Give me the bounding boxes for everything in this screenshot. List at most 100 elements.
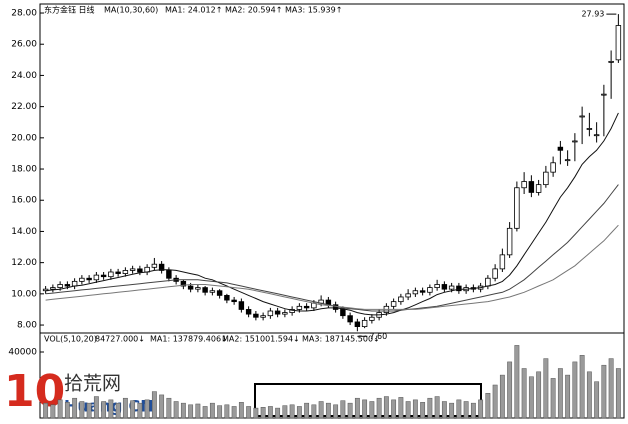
- candle-body: [151, 263, 158, 268]
- candle-body: [398, 296, 404, 303]
- candle-body: [253, 313, 259, 318]
- candle-body: [195, 287, 201, 290]
- volume-bar: [557, 368, 563, 419]
- candle-body: [412, 290, 419, 295]
- chart-title: 东方金钰 日线: [44, 5, 95, 15]
- volume-bar: [246, 406, 252, 419]
- volume-bar: [615, 368, 621, 419]
- volume-bar: [173, 401, 179, 419]
- candle-body: [514, 187, 520, 229]
- candle-body: [427, 287, 433, 293]
- ma-line: [45, 224, 619, 310]
- candle-body: [224, 295, 230, 301]
- candle-body: [260, 315, 266, 318]
- volume-bar: [601, 364, 607, 419]
- volume-bar: [412, 399, 418, 419]
- candle-body: [50, 287, 56, 290]
- candle-body: [564, 159, 571, 162]
- volume-bar: [405, 401, 411, 419]
- volume-bar: [391, 399, 397, 419]
- volume-bar: [57, 399, 63, 419]
- volume-bar: [188, 404, 194, 419]
- volume-bar: [122, 397, 128, 419]
- ma-line: [45, 112, 619, 316]
- volume-bar: [238, 402, 244, 419]
- candle-body: [216, 290, 223, 296]
- volume-bar: [456, 399, 462, 419]
- candle-body: [71, 280, 78, 287]
- candle-body: [274, 310, 281, 315]
- volume-bar: [579, 355, 585, 419]
- candle-body: [485, 277, 491, 287]
- volume-bar: [325, 402, 331, 419]
- candle-body: [231, 299, 237, 303]
- legend-label: MA2: 20.594↑: [225, 6, 282, 15]
- volume-bar: [434, 396, 440, 419]
- legend-label: MA1: 24.012↑: [165, 6, 222, 15]
- volume-bar: [499, 374, 505, 419]
- y-tick-label: 14.00: [11, 227, 37, 237]
- candle-body: [86, 277, 92, 281]
- candle-body: [419, 290, 426, 293]
- volume-bar: [72, 397, 78, 419]
- candle-body: [601, 93, 607, 96]
- volume-bar: [420, 402, 426, 419]
- volume-bar: [586, 371, 592, 419]
- y-tick-label: 24.00: [11, 71, 37, 81]
- candle-body: [572, 140, 578, 143]
- candle-body: [550, 162, 556, 173]
- volume-bar: [565, 374, 571, 419]
- volume-bar: [362, 399, 368, 419]
- candle-body: [579, 115, 585, 118]
- candle-body: [499, 254, 506, 270]
- volume-bar: [427, 397, 433, 419]
- candle-body: [593, 134, 600, 137]
- candle-body: [245, 309, 252, 315]
- candle-body: [615, 25, 622, 61]
- volume-bar: [536, 371, 542, 419]
- volume-title: VOL(5,10,20): [44, 335, 97, 344]
- candle-body: [267, 310, 274, 317]
- volume-bar: [166, 397, 172, 419]
- candle-body: [93, 274, 100, 281]
- volume-bar: [492, 384, 498, 419]
- frame: [39, 3, 625, 419]
- volume-bar: [550, 378, 556, 419]
- watermark-name: 拾荒网: [64, 373, 121, 395]
- candle-body: [521, 181, 527, 189]
- ma-line: [45, 184, 619, 312]
- volume-bar: [209, 402, 215, 419]
- y-tick-label: 12.00: [11, 258, 37, 268]
- candle-body: [79, 277, 85, 282]
- volume-bar: [253, 407, 259, 419]
- watermark-logo: 10: [4, 366, 65, 417]
- candle-body: [57, 284, 63, 289]
- candle-body: [129, 268, 136, 271]
- volume-bar: [347, 402, 353, 419]
- volume-bar: [151, 391, 157, 419]
- legend-label: MA2: 151001.594↓: [222, 335, 300, 344]
- volume-bar: [260, 407, 266, 419]
- volume-bar: [195, 403, 201, 419]
- legend-label: MA3: 187145.500↓: [302, 335, 380, 344]
- candle-body: [405, 293, 411, 298]
- y-tick-label: 10.00: [11, 289, 37, 299]
- volume-bar: [340, 400, 346, 419]
- y-tick-label: 40000: [8, 347, 37, 357]
- candle-body: [535, 184, 542, 193]
- legend-label: 84727.000↓: [95, 335, 145, 344]
- candle-body: [586, 128, 593, 130]
- volume-bar: [304, 402, 310, 419]
- volume-bar: [543, 358, 549, 419]
- volume-bar: [485, 392, 491, 419]
- candle-body: [369, 316, 375, 321]
- candle-body: [108, 271, 114, 278]
- candle-body: [528, 181, 535, 193]
- legend-label: MA3: 15.939↑: [285, 6, 342, 15]
- volume-bar: [101, 401, 107, 419]
- volume-bar: [296, 406, 302, 419]
- candle-body: [100, 274, 107, 278]
- volume-bar: [572, 361, 578, 419]
- volume-bar: [231, 406, 237, 419]
